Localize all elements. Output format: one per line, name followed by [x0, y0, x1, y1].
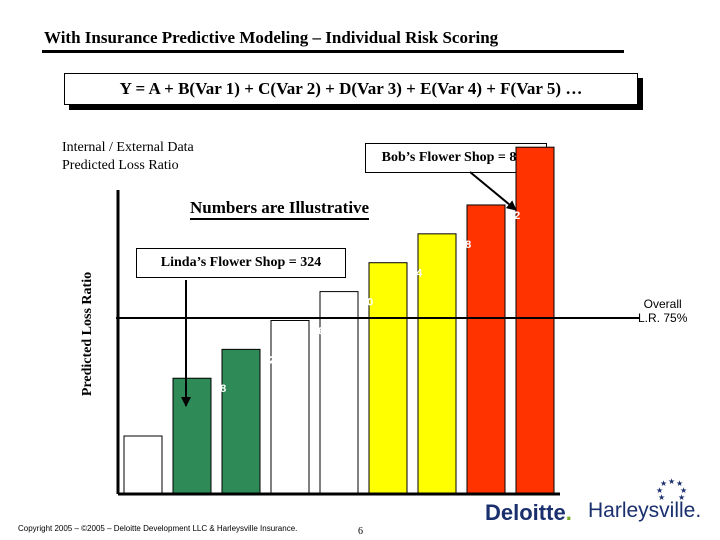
bar-value-label-7: 78	[459, 239, 471, 251]
bar-2	[172, 377, 212, 495]
overall-lr-line-1: Overall	[643, 297, 682, 311]
svg-text:★: ★	[660, 479, 667, 488]
svg-text:★: ★	[678, 493, 685, 502]
labels-layer: 50 58 62 66 70 74 78 82 90 120	[130, 143, 593, 453]
deloitte-wordmark: Deloitte	[485, 500, 566, 525]
bar-3	[221, 348, 261, 495]
overall-lr-line-2: L.R. 75%	[638, 311, 688, 325]
bar-6	[368, 262, 408, 495]
svg-text:★: ★	[676, 479, 683, 488]
page-title: With Insurance Predictive Modeling – Ind…	[44, 28, 499, 47]
title-underline	[42, 50, 624, 53]
legend-line-1: Internal / External Data	[62, 140, 194, 155]
extra-label-0: 120	[575, 143, 593, 155]
bob-arrow	[469, 171, 517, 211]
harleysville-logo: Harleysville.	[588, 499, 702, 522]
svg-text:★: ★	[668, 478, 675, 486]
svg-text:★: ★	[658, 493, 665, 502]
bar-5	[319, 291, 359, 495]
harleysville-stars-icon: ★ ★ ★ ★ ★ ★ ★	[656, 478, 687, 502]
copyright-text: Copyright 2005 – ©2005 – Deloitte Develo…	[18, 524, 298, 533]
bar-value-label-1: 50	[130, 441, 142, 453]
bar-value-label-6: 74	[410, 268, 423, 280]
bar-9	[515, 146, 555, 495]
bar-value-label-5: 70	[361, 297, 373, 309]
overall-lr-label: Overall L.R. 75%	[638, 297, 687, 325]
legend-line-2: Predicted Loss Ratio	[62, 158, 179, 173]
svg-text:★: ★	[656, 486, 663, 495]
bar-value-label-3: 62	[263, 354, 275, 366]
deloitte-dot: .	[565, 500, 572, 525]
bar-value-label-8: 82	[508, 210, 520, 222]
bar-value-label-9: 90	[557, 152, 569, 164]
bar-4	[270, 319, 310, 495]
svg-text:★: ★	[680, 486, 687, 495]
bars-layer	[123, 146, 555, 495]
formula-box: Y = A + B(Var 1) + C(Var 2) + D(Var 3) +…	[64, 73, 638, 105]
linda-callout: Linda’s Flower Shop = 324	[136, 248, 346, 278]
bar-7	[417, 233, 457, 495]
bar-value-label-2: 58	[214, 383, 226, 395]
bar-value-label-4: 66	[312, 325, 324, 337]
bar-8	[466, 204, 506, 495]
bar-1	[123, 435, 163, 495]
illustrative-note: Numbers are Illustrative	[190, 198, 370, 220]
y-axis-label: Predicted Loss Ratio	[80, 271, 95, 397]
legend-text: Internal / External Data Predicted Loss …	[62, 139, 194, 175]
page-number: 6	[358, 526, 363, 537]
deloitte-logo: Deloitte.	[485, 500, 572, 526]
